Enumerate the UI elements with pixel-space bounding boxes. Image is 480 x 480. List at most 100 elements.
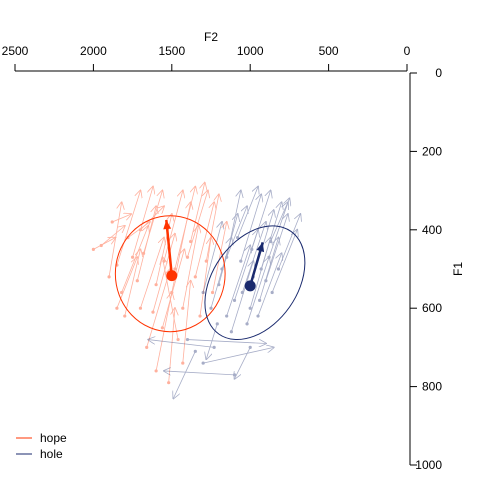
token-onset-hole (225, 314, 229, 318)
token-onset-hope (173, 267, 177, 271)
token-onset-hole (239, 259, 243, 263)
token-onset-hope (107, 275, 111, 279)
token-trajectory-hope (182, 226, 199, 309)
token-trajectory-hole (249, 238, 270, 309)
token-trajectory-hope (163, 191, 183, 262)
token-trajectory-hole (270, 202, 288, 242)
ellipse-hope (114, 215, 226, 333)
token-trajectory-hope (116, 191, 141, 266)
token-onset-hole (250, 247, 254, 251)
y-tick-label: 0 (435, 66, 442, 80)
token-onset-hole (270, 290, 274, 295)
token-onset-hole (259, 267, 263, 271)
token-trajectory-hole (173, 351, 196, 398)
token-onset-hope (167, 381, 171, 385)
token-onset-hope (193, 275, 197, 279)
token-trajectory-hole (218, 214, 238, 285)
mean-trajectory-hope (165, 219, 174, 276)
token-trajectory-hole (231, 261, 253, 332)
legend-label-hope: hope (40, 431, 67, 445)
token-onset-hope (91, 247, 95, 251)
token-trajectory-hole (234, 230, 259, 301)
y-tick-label: 600 (422, 301, 442, 315)
legend: hope hole (16, 431, 67, 461)
token-onset-hope (151, 310, 155, 314)
token-trajectory-hope (93, 238, 115, 250)
token-trajectory-hole (240, 195, 261, 262)
x-tick-label: 0 (404, 44, 411, 58)
token-onset-hope (138, 306, 143, 310)
token-trajectory-hole (187, 340, 265, 344)
token-onset-hope (154, 369, 158, 373)
token-trajectory-hope (116, 257, 137, 309)
token-trajectory-hole (221, 206, 247, 270)
mean-onset-hole (244, 280, 256, 292)
token-onset-hole (201, 361, 205, 365)
y-tick-label: 800 (422, 380, 442, 394)
token-onset-hope (110, 220, 114, 224)
token-onset-hope (198, 314, 202, 318)
token-trajectory-hope (127, 222, 150, 238)
token-onset-hope (185, 255, 190, 259)
token-trajectory-hole (148, 340, 215, 348)
token-onset-hole (225, 255, 229, 259)
token-trajectory-hole (257, 253, 282, 317)
token-trajectory-hope (112, 214, 131, 223)
token-trajectory-hope (194, 202, 214, 277)
token-onset-hole (215, 322, 219, 326)
token-onset-hole (258, 298, 262, 302)
token-trajectory-hope (146, 269, 171, 348)
token-onset-hole (217, 283, 221, 287)
token-trajectory-hole (259, 238, 279, 301)
token-trajectory-hope (187, 191, 207, 258)
token-trajectory-hope (182, 281, 191, 364)
token-group-hole (148, 187, 300, 399)
x-tick-label: 2000 (80, 44, 107, 58)
token-onset-hole (229, 330, 233, 334)
token-trajectory-hope (143, 191, 163, 254)
token-onset-hole (276, 267, 281, 271)
token-onset-hope (210, 290, 215, 295)
token-onset-hope (154, 283, 158, 287)
y-axis: 0 200 400 600 800 1000 F1 (409, 66, 465, 472)
token-trajectory-hole (164, 371, 235, 375)
mean-arrowhead-hole (256, 242, 265, 253)
token-trajectory-hope (132, 187, 153, 258)
token-trajectory-hole (235, 347, 251, 378)
token-trajectory-hole (251, 191, 271, 250)
token-onset-hole (264, 279, 268, 283)
x-tick-label: 1000 (237, 44, 264, 58)
token-trajectory-hole (265, 214, 288, 281)
token-onset-hope (204, 259, 208, 263)
token-onset-hope (189, 239, 193, 244)
token-trajectory-hole (278, 214, 300, 270)
token-trajectory-hope (199, 238, 211, 317)
mean-onset-hope (166, 270, 178, 282)
token-onset-hope (145, 345, 149, 349)
token-trajectory-hope (121, 226, 149, 293)
token-onset-hope (99, 243, 103, 248)
token-trajectory-hope (100, 226, 125, 246)
token-trajectory-hope (174, 187, 195, 270)
token-onset-hole (212, 345, 216, 349)
x-axis: 2500 2000 1500 1000 500 0 F2 (2, 30, 411, 72)
token-onset-hope (120, 290, 124, 295)
token-onset-hole (232, 298, 237, 302)
token-trajectory-hope (162, 249, 184, 328)
x-axis-title: F2 (204, 30, 218, 44)
token-trajectory-hope (152, 234, 175, 313)
y-tick-label: 400 (422, 223, 442, 237)
token-onset-hole (248, 306, 252, 310)
y-tick-label: 1000 (415, 458, 442, 472)
token-trajectory-hope (140, 206, 164, 231)
token-trajectory-hole (206, 323, 218, 359)
token-trajectory-hope (140, 238, 164, 309)
legend-item-hole: hole (16, 447, 63, 461)
token-trajectory-hope (212, 222, 227, 293)
ellipse-hole (204, 225, 306, 341)
token-onset-hole (209, 306, 213, 310)
token-onset-hole (248, 345, 252, 349)
token-onset-hope (160, 326, 164, 330)
token-onset-hole (220, 267, 224, 271)
